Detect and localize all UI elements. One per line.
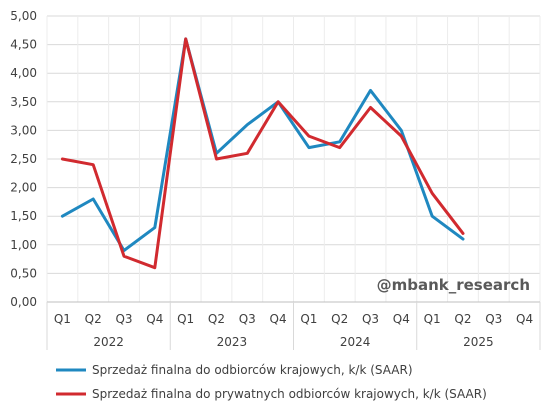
y-tick-label: 2,50 <box>10 152 37 166</box>
x-tick-label: Q4 <box>270 312 287 326</box>
year-label: 2023 <box>217 335 248 349</box>
x-tick-label: Q3 <box>115 312 132 326</box>
x-tick-label: Q1 <box>54 312 71 326</box>
legend-label-2: Sprzedaż finalna do prywatnych odbiorców… <box>92 387 487 401</box>
year-label: 2025 <box>463 335 494 349</box>
x-tick-label: Q2 <box>331 312 348 326</box>
x-tick-label: Q4 <box>146 312 163 326</box>
gridlines <box>46 15 541 302</box>
y-tick-label: 4,50 <box>10 38 37 52</box>
x-tick-label: Q2 <box>85 312 102 326</box>
year-label: 2024 <box>340 335 371 349</box>
series-lines <box>60 37 465 270</box>
x-tick-label: Q4 <box>516 312 533 326</box>
y-tick-label: 0,50 <box>10 266 37 280</box>
y-tick-label: 3,00 <box>10 123 37 137</box>
x-tick-label: Q3 <box>239 312 256 326</box>
legend: Sprzedaż finalna do odbiorców krajowych,… <box>56 363 487 401</box>
x-tick-label: Q1 <box>300 312 317 326</box>
y-tick-label: 1,50 <box>10 209 37 223</box>
series-line-1 <box>60 37 465 252</box>
x-tick-label: Q1 <box>424 312 441 326</box>
x-axis-ticks: Q1 Q2 Q3 Q4 Q1 Q2 Q3 Q4 Q1 Q2 Q3 Q4 Q1 Q2 Q3 Q4 2022 2023… <box>54 312 533 349</box>
x-tick-label: Q1 <box>177 312 194 326</box>
y-tick-label: 1,00 <box>10 238 37 252</box>
legend-label-1: Sprzedaż finalna do odbiorców krajowych,… <box>92 363 413 377</box>
x-tick-label: Q3 <box>485 312 502 326</box>
watermark: @mbank_research <box>377 276 530 294</box>
y-tick-label: 5,00 <box>10 9 37 23</box>
x-tick-label: Q2 <box>454 312 471 326</box>
year-label: 2022 <box>93 335 124 349</box>
y-tick-label: 0,00 <box>10 295 37 309</box>
y-axis-ticks: 0,00 0,50 1,00 1,50 2,00 2,50 3,00 3,50 4,00 4,50… <box>10 9 37 309</box>
x-tick-label: Q4 <box>393 312 410 326</box>
series-line-2 <box>60 37 465 270</box>
y-tick-label: 2,00 <box>10 181 37 195</box>
axes <box>46 301 541 350</box>
y-tick-label: 4,00 <box>10 66 37 80</box>
y-tick-label: 3,50 <box>10 95 37 109</box>
x-tick-label: Q2 <box>208 312 225 326</box>
x-tick-label: Q3 <box>362 312 379 326</box>
